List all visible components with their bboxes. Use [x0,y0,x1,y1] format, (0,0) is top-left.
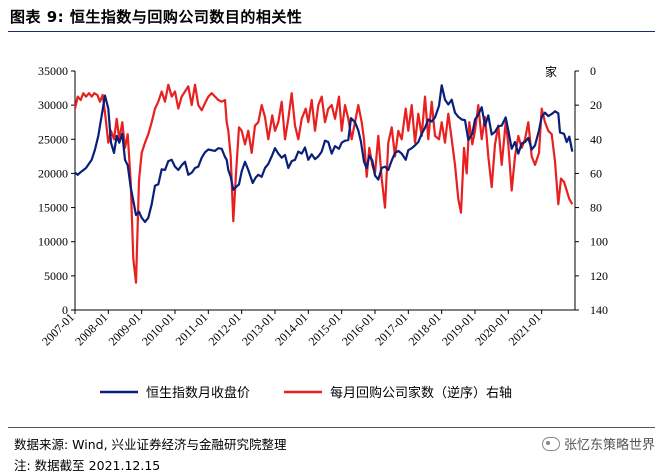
chart-series [73,83,574,284]
chart-area: 0 5000 10000 15000 20000 25000 30000 35000 0 20 4… [38,64,608,401]
data-note: 注: 数据截至 2021.12.15 [14,458,161,473]
wechat-icon [541,436,560,451]
left-tick-label: 10000 [38,235,68,249]
right-tick-label: 40 [590,132,602,146]
x-tick-label: 2007-01 [39,310,77,348]
series-line-buyback [73,83,574,284]
right-tick-label: 100 [590,235,608,249]
x-tick-label: 2019-01 [439,310,477,348]
legend-label-buyback: 每月回购公司家数（逆序）右轴 [330,385,512,401]
left-tick-label: 0 [62,303,68,317]
x-tick-label: 2020-01 [472,310,510,348]
x-tick-label: 2015-01 [306,310,344,348]
chart-legend: 恒生指数月收盘价 每月回购公司家数（逆序）右轴 [100,385,512,401]
left-tick-label: 30000 [38,98,68,112]
right-tick-label: 60 [590,166,602,180]
left-axis-ticks: 0 5000 10000 15000 20000 25000 30000 35000 [38,64,75,317]
watermark: 张忆东策略世界 [541,434,655,453]
x-tick-label: 2017-01 [372,310,410,348]
footer-divider [8,427,655,428]
chart-title: 图表 9: 恒生指数与回购公司数目的相关性 [10,8,303,26]
x-tick-label: 2010-01 [139,310,177,348]
watermark-text: 张忆东策略世界 [563,438,655,453]
right-axis-ticks: 0 20 40 60 80 100 120 140 [575,64,608,317]
right-tick-label: 140 [590,303,608,317]
chart-axes [74,71,576,311]
legend-label-hsi: 恒生指数月收盘价 [146,385,250,401]
left-tick-label: 25000 [38,132,68,146]
x-tick-label: 2011-01 [173,310,211,348]
series-line-hsi [74,84,574,223]
left-tick-label: 15000 [38,201,68,215]
x-tick-label: 2013-01 [239,310,277,348]
right-tick-label: 0 [590,64,596,78]
x-tick-label: 2012-01 [206,310,244,348]
x-tick-label: 2014-01 [272,310,310,348]
right-tick-label: 20 [590,98,602,112]
x-tick-label: 2021-01 [506,310,544,348]
title-underline [8,31,655,32]
right-axis-unit: 家 [545,64,557,79]
x-axis-ticks: 2007-012008-012009-012010-012011-012012-… [39,310,544,348]
x-tick-label: 2009-01 [106,310,144,348]
right-tick-label: 120 [590,269,608,283]
left-tick-label: 20000 [38,166,68,180]
x-tick-label: 2016-01 [339,310,377,348]
left-tick-label: 35000 [38,64,68,78]
right-tick-label: 80 [590,201,602,215]
x-tick-label: 2018-01 [406,310,444,348]
x-tick-label: 2008-01 [72,310,110,348]
data-source: 数据来源: Wind, 兴业证券经济与金融研究院整理 [14,437,287,452]
left-tick-label: 5000 [44,269,68,283]
